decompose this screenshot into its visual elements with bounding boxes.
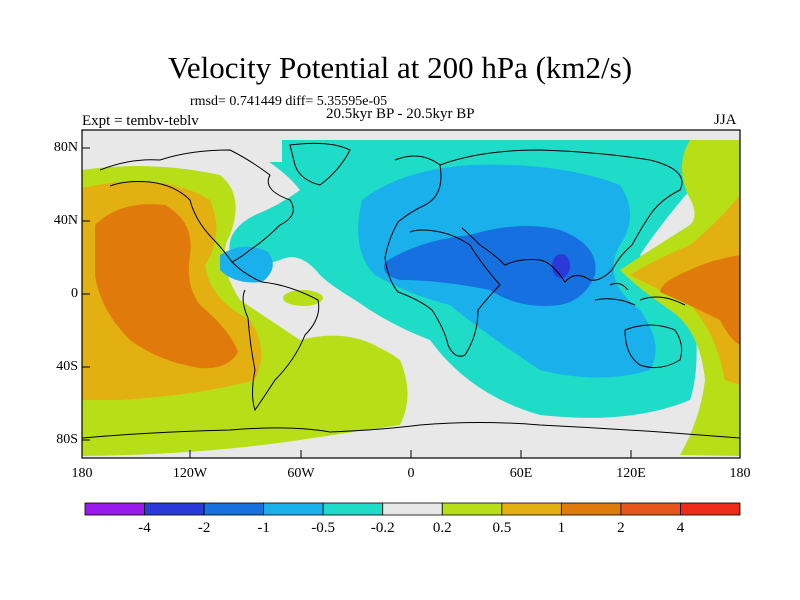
contour-fill bbox=[82, 130, 740, 458]
coast-indonesia bbox=[594, 282, 686, 306]
y-tick-label: 40N bbox=[53, 213, 78, 228]
field-bengal-minimum bbox=[552, 254, 570, 278]
x-tick-label: 120E bbox=[616, 466, 646, 481]
colorbar-swatch bbox=[144, 502, 205, 516]
colorbar-label: -1 bbox=[257, 520, 270, 536]
colorbar-label: 0.5 bbox=[492, 520, 512, 536]
colorbar-swatch bbox=[560, 502, 622, 516]
field-atlantic-lightblue bbox=[220, 246, 273, 283]
y-tick-label: 40S bbox=[56, 359, 78, 374]
colorbar-label: -2 bbox=[197, 520, 211, 536]
field-atlantic-green bbox=[300, 335, 405, 432]
field-pacific-core bbox=[95, 204, 238, 369]
field-brazil-blob bbox=[283, 290, 323, 306]
colorbar-swatch bbox=[620, 502, 681, 516]
field-arctic-gray bbox=[82, 140, 282, 162]
colorbar-label: 2 bbox=[617, 520, 625, 536]
field-asia-blue bbox=[384, 226, 596, 306]
coast-antarctica bbox=[82, 422, 740, 439]
x-tick-label: 60W bbox=[287, 466, 315, 481]
coast-asia bbox=[439, 149, 683, 283]
season-label: JJA bbox=[714, 112, 737, 128]
axis-ticks bbox=[82, 147, 632, 458]
colorbar-label: -0.5 bbox=[311, 520, 336, 536]
x-tick-label: 180 bbox=[729, 466, 751, 481]
colorbar-swatch bbox=[263, 502, 324, 516]
plot-title: Velocity Potential at 200 hPa (km2/s) bbox=[167, 50, 633, 85]
colorbar-label: 4 bbox=[676, 520, 685, 536]
experiment-label: Expt = tembv-teblv bbox=[82, 113, 199, 129]
coast-greenland bbox=[289, 142, 351, 186]
colorbar-swatch bbox=[322, 502, 384, 516]
period-label: 20.5kyr BP - 20.5kyr BP bbox=[326, 106, 475, 122]
colorbar-label: -0.2 bbox=[370, 520, 395, 536]
x-tick-label: 120W bbox=[172, 466, 208, 481]
colorbar-swatch bbox=[203, 502, 265, 516]
y-tick-label: 80S bbox=[56, 432, 78, 447]
y-tick-label: 80N bbox=[53, 140, 78, 155]
field-arctic-cyan bbox=[280, 140, 694, 160]
colorbar-label: 0.2 bbox=[432, 520, 452, 536]
coast-europe-africa bbox=[384, 155, 501, 357]
colorbar-label: 1 bbox=[557, 520, 566, 536]
coastlines bbox=[82, 142, 740, 439]
colorbar-swatch bbox=[441, 502, 503, 516]
coast-north-america bbox=[99, 149, 294, 263]
x-tick-label: 0 bbox=[407, 466, 415, 481]
colorbar-swatch bbox=[680, 502, 741, 516]
field-wpacific-core bbox=[660, 255, 740, 345]
x-tick-label: 180 bbox=[71, 466, 93, 481]
x-tick-label: 60E bbox=[509, 466, 533, 481]
colorbar bbox=[84, 502, 741, 516]
stats-label: rmsd= 0.741449 diff= 5.35595e-05 bbox=[190, 94, 388, 109]
coast-australia bbox=[624, 324, 683, 369]
colorbar-swatch bbox=[84, 502, 145, 516]
coast-south-america bbox=[231, 261, 320, 412]
colorbar-label: -4 bbox=[138, 520, 151, 536]
colorbar-swatch bbox=[382, 502, 443, 516]
colorbar-swatch bbox=[501, 502, 562, 516]
y-tick-label: 0 bbox=[71, 286, 78, 301]
